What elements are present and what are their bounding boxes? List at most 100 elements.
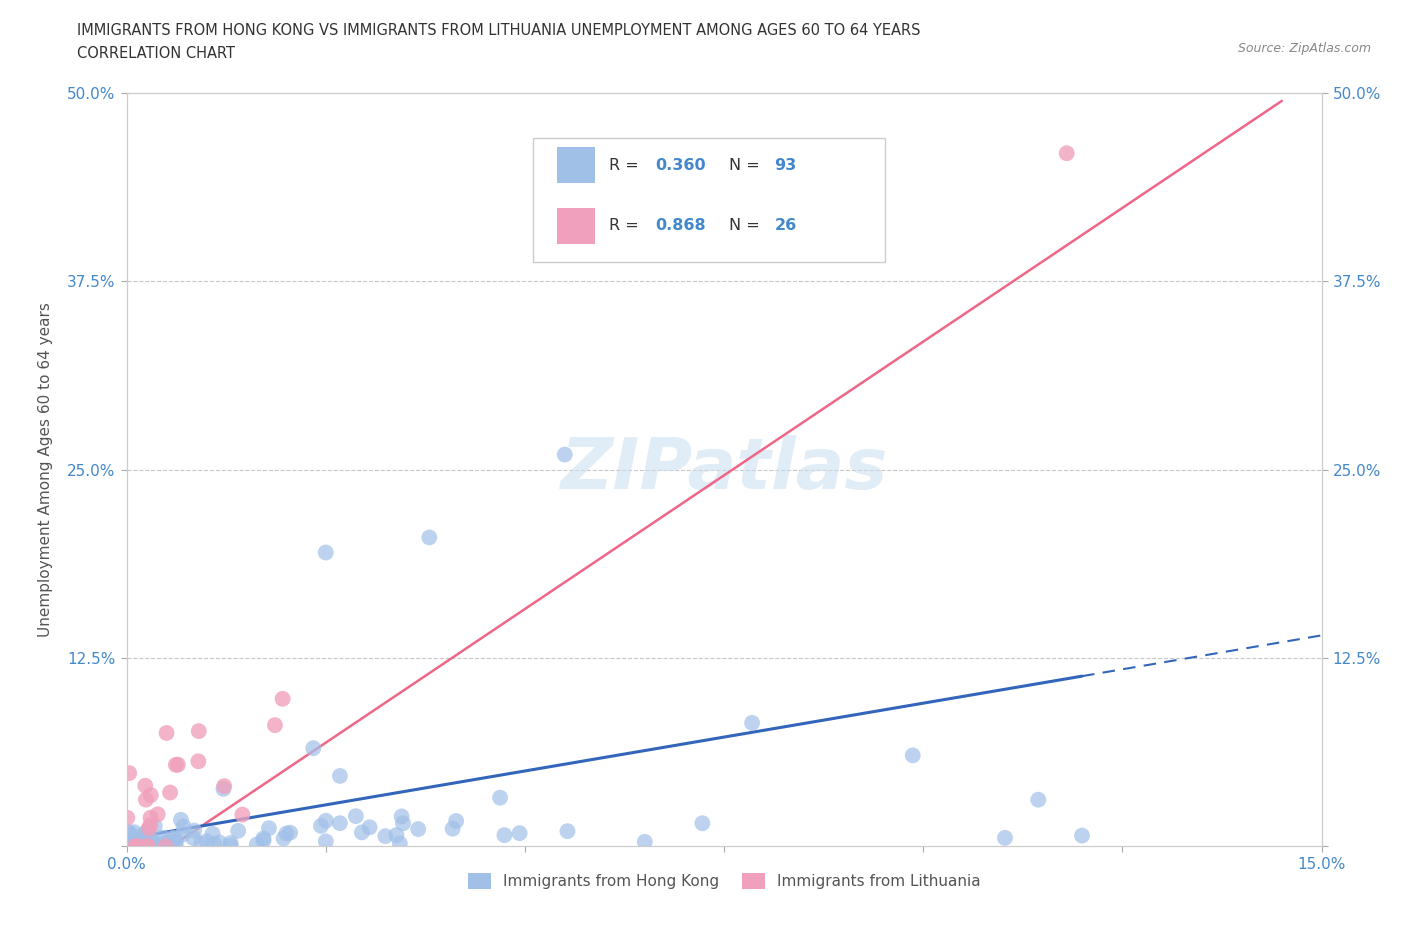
- Bar: [557, 147, 595, 183]
- Point: [165, 834, 187, 849]
- Point: [139, 810, 162, 825]
- Point: [120, 831, 142, 846]
- Point: [392, 816, 415, 830]
- Point: [146, 807, 169, 822]
- Point: [385, 828, 408, 843]
- Point: [391, 809, 413, 824]
- Point: [136, 839, 159, 854]
- Point: [131, 838, 153, 853]
- Point: [141, 833, 163, 848]
- Point: [121, 839, 143, 854]
- Point: [276, 826, 298, 841]
- Point: [118, 765, 141, 780]
- Point: [139, 788, 162, 803]
- Point: [231, 807, 253, 822]
- Point: [139, 838, 162, 853]
- Point: [557, 824, 579, 839]
- Point: [127, 839, 149, 854]
- Text: ZIPatlas: ZIPatlas: [561, 435, 887, 504]
- Point: [554, 447, 576, 462]
- Point: [155, 839, 177, 854]
- Point: [187, 724, 209, 738]
- Point: [131, 834, 153, 849]
- Point: [125, 835, 148, 850]
- Point: [406, 821, 429, 836]
- Point: [117, 810, 139, 825]
- Point: [115, 836, 138, 851]
- Point: [173, 819, 195, 834]
- Point: [159, 835, 181, 850]
- Point: [139, 817, 162, 832]
- Point: [509, 826, 531, 841]
- Point: [165, 838, 187, 853]
- Point: [374, 829, 396, 844]
- Point: [226, 823, 249, 838]
- Point: [153, 836, 176, 851]
- Point: [156, 835, 179, 850]
- Point: [901, 748, 924, 763]
- FancyBboxPatch shape: [533, 139, 886, 262]
- Point: [692, 816, 714, 830]
- Point: [138, 827, 160, 842]
- Point: [195, 834, 218, 849]
- Point: [135, 828, 157, 843]
- Point: [190, 836, 212, 851]
- Point: [201, 827, 224, 842]
- Text: N =: N =: [728, 218, 765, 233]
- Point: [143, 835, 166, 850]
- Point: [273, 831, 295, 846]
- Point: [187, 754, 209, 769]
- Text: R =: R =: [609, 158, 644, 173]
- Point: [315, 834, 337, 849]
- Point: [329, 768, 352, 783]
- Point: [170, 813, 193, 828]
- Text: 26: 26: [775, 218, 797, 233]
- Point: [135, 792, 157, 807]
- Point: [162, 830, 184, 845]
- Text: R =: R =: [609, 218, 644, 233]
- Point: [127, 835, 149, 850]
- Point: [134, 836, 156, 851]
- Point: [252, 833, 274, 848]
- Point: [115, 837, 138, 852]
- Point: [139, 836, 162, 851]
- Point: [1056, 146, 1078, 161]
- Point: [142, 836, 165, 851]
- Point: [278, 825, 301, 840]
- Point: [127, 835, 149, 850]
- Point: [120, 827, 142, 842]
- Point: [344, 809, 367, 824]
- Point: [246, 837, 269, 852]
- Point: [122, 825, 145, 840]
- Point: [315, 545, 337, 560]
- Point: [441, 821, 464, 836]
- Point: [172, 827, 194, 842]
- Legend: Immigrants from Hong Kong, Immigrants from Lithuania: Immigrants from Hong Kong, Immigrants fr…: [461, 867, 987, 896]
- Point: [202, 836, 225, 851]
- Text: 0.360: 0.360: [655, 158, 706, 173]
- Point: [1026, 792, 1049, 807]
- Point: [494, 828, 516, 843]
- Bar: [557, 207, 595, 244]
- Point: [127, 834, 149, 849]
- Point: [125, 839, 148, 854]
- Text: 0.868: 0.868: [655, 218, 706, 233]
- Point: [444, 814, 467, 829]
- Point: [138, 821, 160, 836]
- Point: [257, 821, 280, 836]
- Point: [135, 839, 157, 854]
- Point: [165, 757, 187, 772]
- Point: [143, 818, 166, 833]
- Text: N =: N =: [728, 158, 765, 173]
- Point: [350, 825, 373, 840]
- Point: [135, 839, 157, 854]
- Point: [134, 778, 156, 793]
- Point: [388, 836, 411, 851]
- Point: [181, 830, 204, 845]
- Point: [489, 790, 512, 805]
- Point: [634, 834, 657, 849]
- Point: [315, 814, 337, 829]
- Point: [418, 530, 440, 545]
- Point: [167, 757, 190, 772]
- Text: Source: ZipAtlas.com: Source: ZipAtlas.com: [1237, 42, 1371, 55]
